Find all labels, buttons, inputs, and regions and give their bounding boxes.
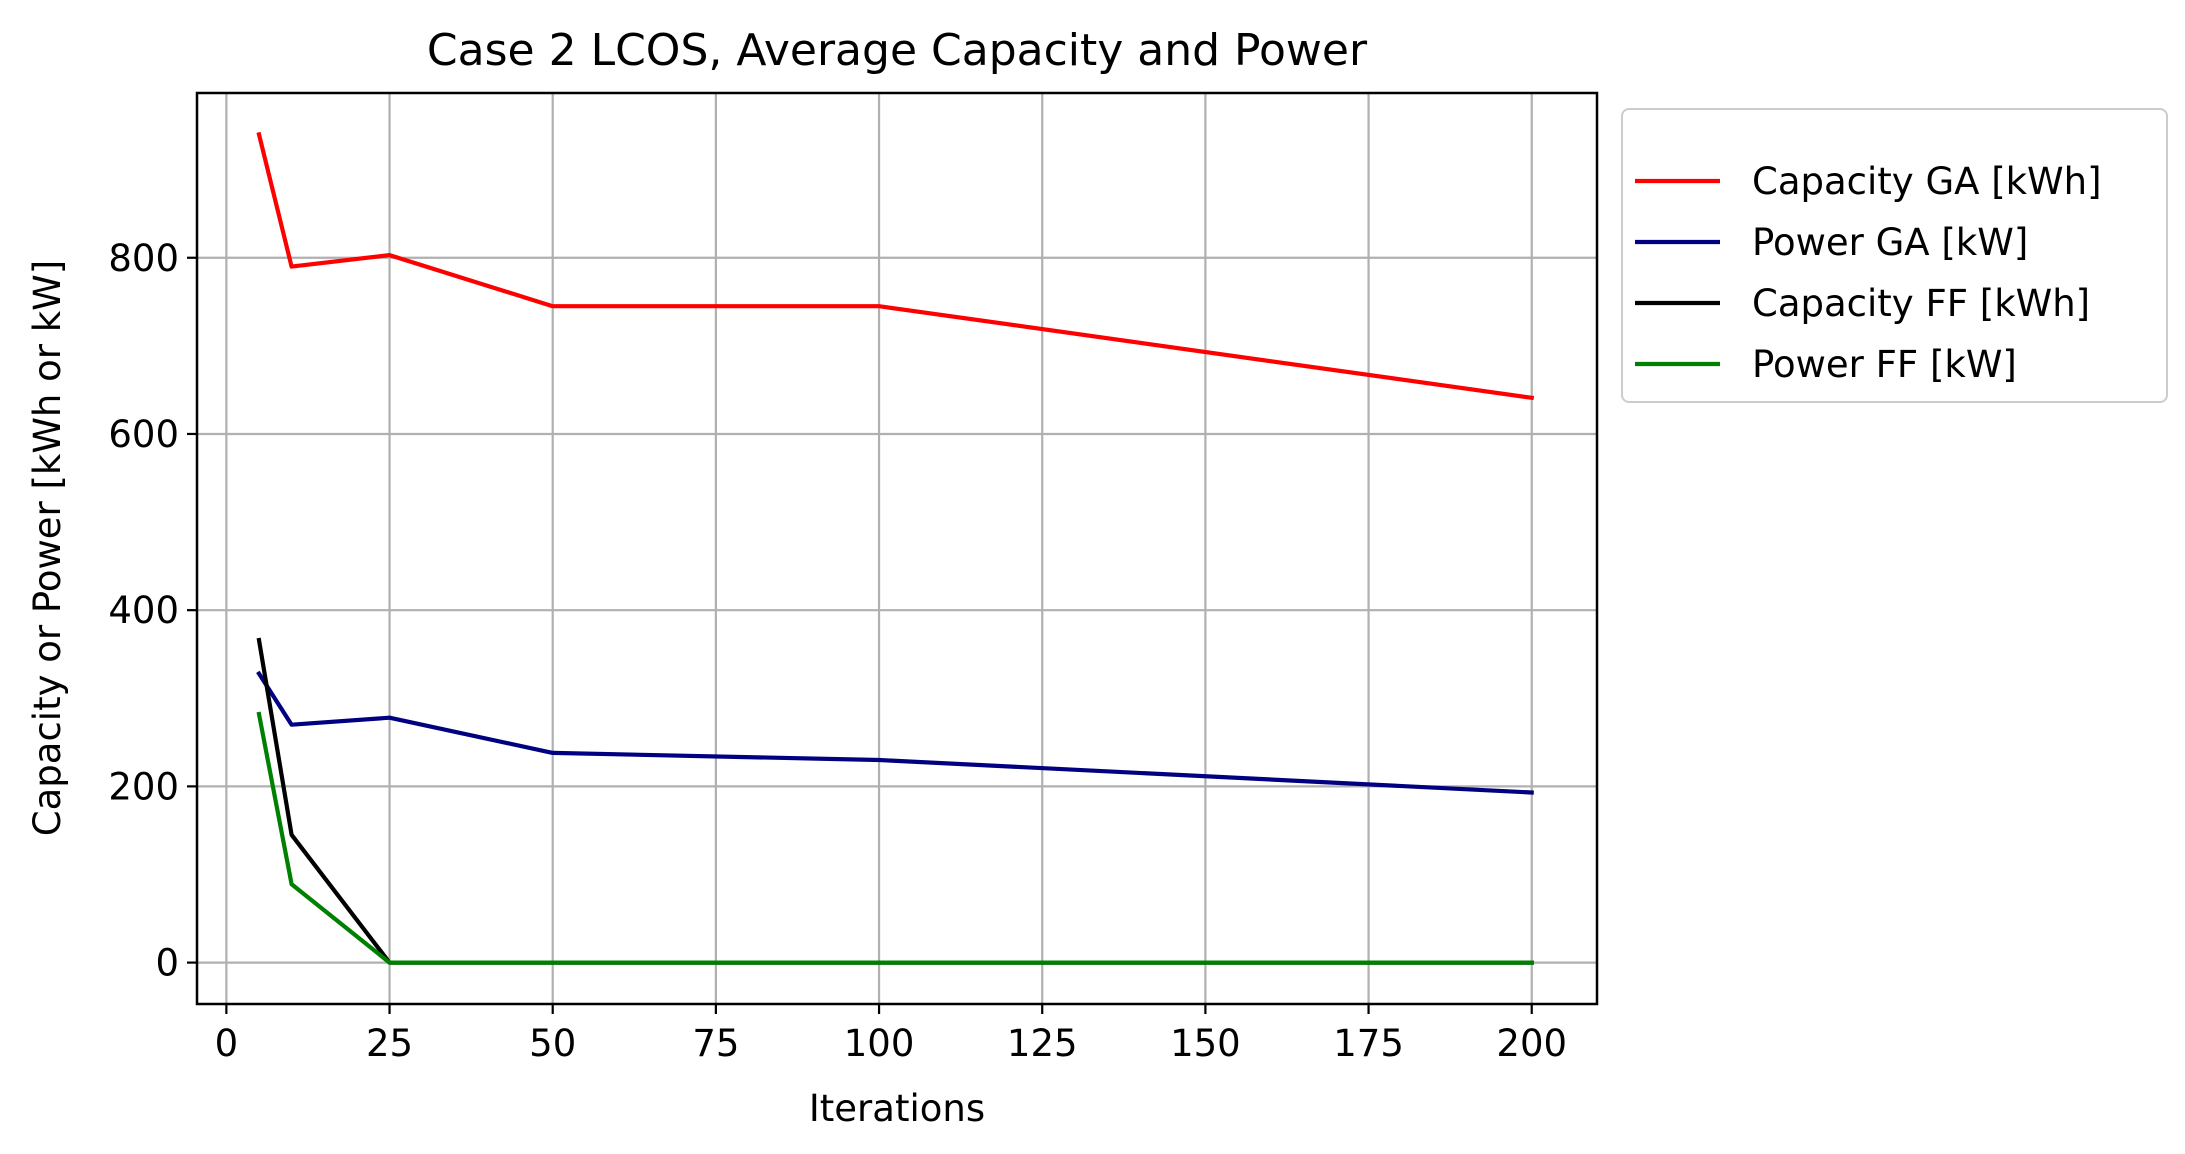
x-axis-label: Iterations bbox=[809, 1087, 985, 1130]
series-lines bbox=[256, 131, 1535, 965]
y-axis-ticks: 0 200 400 600 800 bbox=[108, 237, 197, 985]
series-line-power-ga-kw bbox=[256, 670, 1534, 795]
plot-frame bbox=[195, 91, 1599, 1006]
legend-label-capacity-ff-kwh: Capacity FF [kWh] bbox=[1752, 282, 2090, 325]
x-tick-label: 25 bbox=[366, 1022, 413, 1065]
legend-box bbox=[1621, 108, 2168, 403]
series-line-capacity-ga-kwh bbox=[256, 131, 1535, 401]
y-axis-label: Capacity or Power [kWh or kW] bbox=[26, 260, 69, 836]
x-tick-label: 175 bbox=[1333, 1022, 1404, 1065]
legend-label-power-ga-kw: Power GA [kW] bbox=[1752, 221, 2028, 264]
x-tick-label: 0 bbox=[215, 1022, 239, 1065]
x-tick-label: 75 bbox=[692, 1022, 739, 1065]
y-tick-label: 600 bbox=[108, 413, 179, 456]
y-tick-label: 800 bbox=[108, 237, 179, 280]
chart-title: Case 2 LCOS, Average Capacity and Power bbox=[427, 25, 1368, 76]
series-line-power-ff-kw bbox=[256, 711, 1534, 965]
y-tick-label: 400 bbox=[108, 589, 179, 632]
x-axis-ticks: 0 25 50 75 100 125 150 175 200 bbox=[215, 1004, 1567, 1065]
x-tick-label: 100 bbox=[844, 1022, 915, 1065]
x-tick-label: 200 bbox=[1496, 1022, 1567, 1065]
legend-label-power-ff-kw: Power FF [kW] bbox=[1752, 343, 2017, 386]
legend: Capacity GA [kWh] Power GA [kW] Capacity F… bbox=[1621, 108, 2168, 403]
x-tick-label: 150 bbox=[1170, 1022, 1241, 1065]
x-tick-label: 50 bbox=[529, 1022, 576, 1065]
legend-label-capacity-ga-kwh: Capacity GA [kWh] bbox=[1752, 160, 2102, 203]
y-tick-label: 200 bbox=[108, 765, 179, 808]
y-tick-label: 0 bbox=[155, 942, 179, 985]
x-tick-label: 125 bbox=[1007, 1022, 1078, 1065]
